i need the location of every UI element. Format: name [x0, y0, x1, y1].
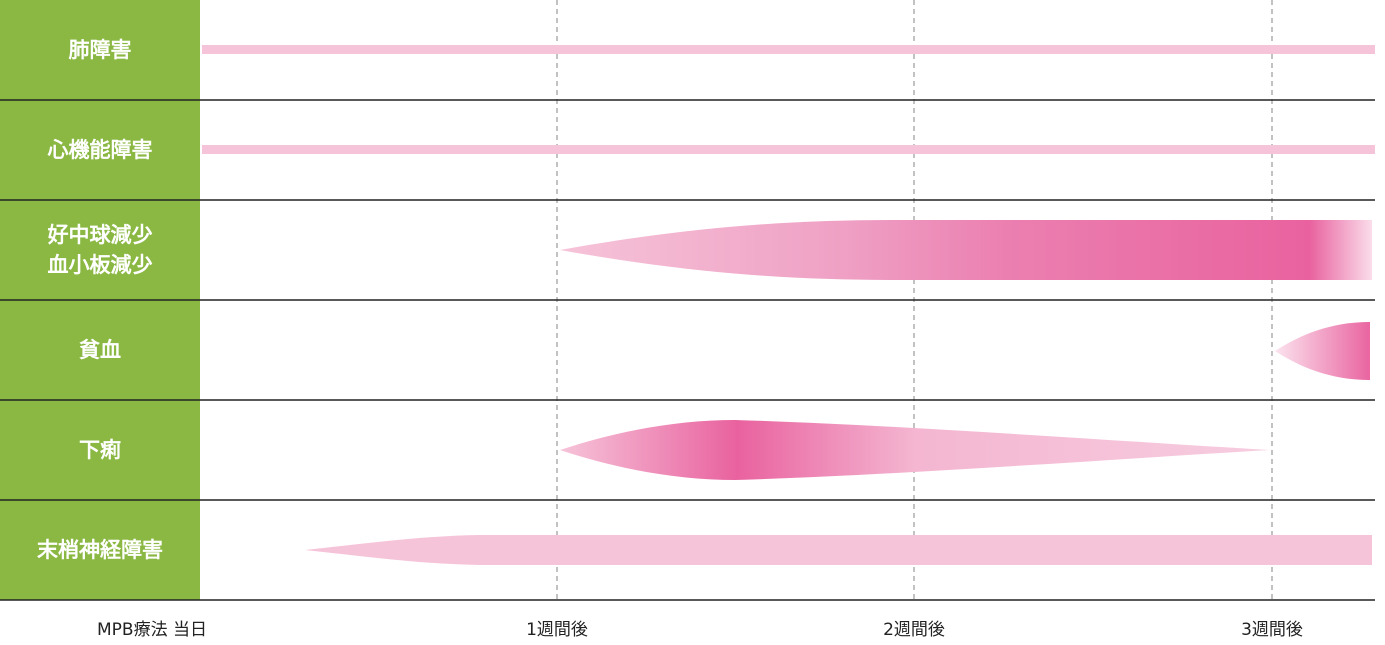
time-label: 3週間後 [1241, 620, 1303, 640]
band [560, 420, 1270, 480]
band [560, 220, 1372, 280]
band [1275, 322, 1370, 380]
band [305, 535, 1372, 565]
row-label: 心機能障害 [47, 138, 153, 162]
row-dividers [0, 99, 1375, 601]
time-label: 2週間後 [883, 620, 945, 640]
row-label: 末梢神経障害 [37, 538, 163, 562]
row-label: 好中球減少 [48, 223, 153, 247]
band [202, 145, 1375, 154]
row-label: 下痢 [79, 438, 121, 462]
row-label: 貧血 [79, 338, 121, 362]
time-label: 1週間後 [526, 620, 588, 640]
row-label: 血小板減少 [48, 253, 153, 277]
time-label: MPB療法 当日 [97, 620, 207, 640]
band [202, 45, 1375, 54]
row-label: 肺障害 [69, 38, 132, 62]
